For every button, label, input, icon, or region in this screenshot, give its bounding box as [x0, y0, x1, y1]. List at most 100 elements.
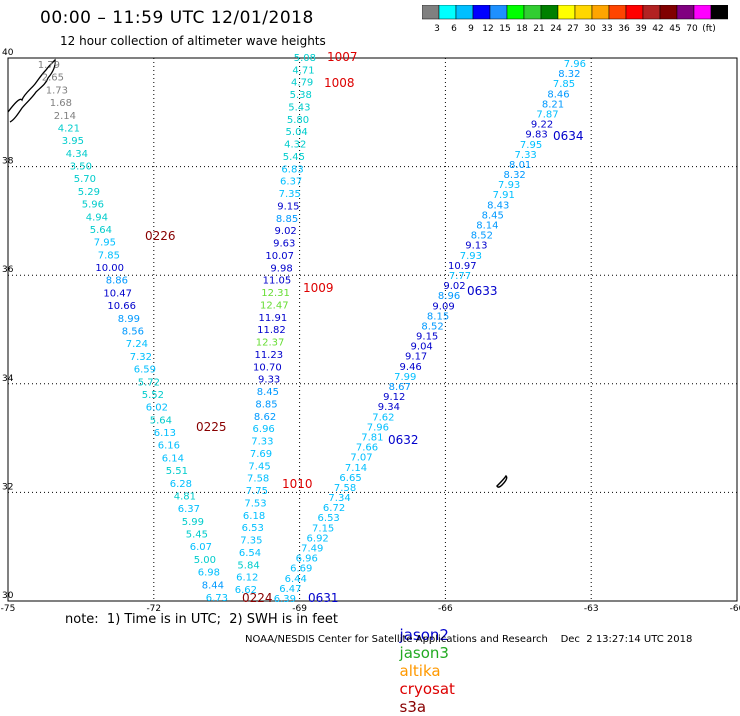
swh-value-track-1007: 12.47: [260, 300, 289, 311]
swh-value-track-0631: 8.14: [476, 221, 498, 232]
swh-value-track-1007: 4.32: [284, 140, 306, 151]
swh-value-track-0226: 6.73: [206, 593, 228, 604]
swh-value-track-0226: 6.28: [170, 479, 192, 490]
swh-value-track-0631: 6.39: [274, 594, 296, 605]
color-scale-label: 70: [686, 24, 698, 34]
swh-value-track-1007: 9.15: [277, 202, 299, 213]
lon-tick-label: -69: [292, 604, 307, 614]
swh-value-track-0631: 7.85: [553, 79, 575, 90]
swh-value-track-1007: 10.07: [265, 251, 294, 262]
swh-value-track-0226: 7.24: [126, 339, 148, 350]
color-scale-label: 24: [550, 24, 562, 34]
swh-value-track-0631: 8.45: [482, 210, 504, 221]
swh-value-track-0226: 8.99: [118, 314, 140, 325]
mission-s3a: s3a: [399, 698, 427, 716]
swh-value-track-0226: 6.59: [134, 365, 156, 376]
swh-value-track-0226: 10.66: [107, 301, 136, 312]
swh-value-track-0631: 7.33: [515, 150, 537, 161]
color-scale-label: 18: [516, 24, 528, 34]
swh-value-track-0226: 2.65: [42, 73, 64, 84]
swh-value-track-1007: 6.53: [242, 523, 264, 534]
swh-value-track-1007: 5.08: [294, 53, 316, 64]
swh-value-track-1007: 6.37: [280, 177, 302, 188]
mission-altika: altika: [399, 662, 441, 680]
swh-value-track-1007: 7.53: [244, 498, 266, 509]
swh-value-track-0226: 10.00: [95, 263, 124, 274]
swh-value-track-1007: 7.58: [247, 474, 269, 485]
swh-value-track-0631: 8.32: [558, 69, 580, 80]
swh-value-track-0631: 9.46: [400, 362, 422, 373]
track-label-0224: 0224: [242, 591, 273, 605]
swh-value-track-0226: 6.37: [178, 504, 200, 515]
track-label-1008: 1008: [324, 76, 355, 90]
swh-value-track-0631: 9.02: [443, 281, 465, 292]
swh-value-track-0631: 9.15: [416, 332, 438, 343]
swh-value-track-0631: 7.58: [334, 483, 356, 494]
swh-value-track-0631: 6.92: [307, 533, 329, 544]
swh-value-track-0631: 9.22: [531, 120, 553, 131]
color-scale-label: 42: [652, 24, 663, 34]
swh-value-track-1007: 7.35: [279, 189, 301, 200]
swh-value-track-1007: 5.38: [290, 90, 312, 101]
swh-value-track-0631: 8.21: [542, 99, 564, 110]
swh-value-track-0226: 5.45: [186, 530, 208, 541]
swh-value-track-0226: 5.29: [78, 187, 100, 198]
swh-value-track-1007: 12.37: [256, 338, 285, 349]
swh-value-track-0226: 1.73: [46, 85, 68, 96]
swh-value-track-0226: 4.21: [58, 124, 80, 135]
swh-value-track-0226: 7.32: [130, 352, 152, 363]
track-label-0225: 0225: [196, 420, 227, 434]
swh-value-track-1007: 11.23: [254, 350, 283, 361]
swh-value-track-1007: 8.85: [255, 399, 277, 410]
track-label-1007: 1007: [327, 50, 358, 64]
island-shape: [496, 474, 508, 488]
color-scale-label: (ft): [702, 24, 716, 34]
swh-value-track-0226: 6.07: [190, 542, 212, 553]
swh-value-track-0631: 7.14: [345, 463, 367, 474]
swh-value-track-0631: 7.91: [493, 190, 515, 201]
swh-value-track-0631: 6.47: [279, 584, 301, 595]
color-swatch: [710, 5, 728, 20]
swh-value-track-0631: 7.62: [372, 412, 394, 423]
lon-tick-label: -63: [584, 604, 599, 614]
swh-value-track-1007: 9.02: [275, 226, 297, 237]
track-label-0631: 0631: [308, 591, 339, 605]
lat-tick-label: 38: [2, 157, 14, 167]
swh-value-track-0226: 4.34: [66, 149, 88, 160]
swh-value-track-1007: 11.82: [257, 325, 286, 336]
swh-value-track-0631: 7.15: [312, 523, 334, 534]
swh-value-track-1007: 8.85: [276, 214, 298, 225]
swh-value-track-1007: 6.12: [236, 573, 258, 584]
color-scale-label: 15: [499, 24, 510, 34]
swh-value-track-1007: 7.35: [240, 536, 262, 547]
swh-value-track-1007: 6.62: [235, 585, 257, 596]
mission-legend: jason2 jason3 altika cryosat s3a: [390, 608, 465, 716]
swh-value-track-0631: 9.83: [525, 130, 547, 141]
lat-tick-label: 34: [2, 374, 14, 384]
color-scale-legend: 3 6 9 12 15 18 21 24 27 30 33 36 39 42 45 70 (ft): [422, 5, 728, 34]
lon-tick-label: -72: [146, 604, 161, 614]
track-label-1009: 1009: [303, 281, 334, 295]
swh-value-track-0631: 6.44: [285, 574, 307, 585]
swh-value-track-0631: 9.04: [411, 342, 433, 353]
swh-value-track-1007: 7.69: [250, 449, 272, 460]
lon-tick-label: -66: [438, 604, 453, 614]
swh-value-track-0226: 5.64: [90, 225, 112, 236]
swh-value-track-0631: 8.96: [438, 291, 460, 302]
wave-height-values: 1.79 2.651.73 1.68 2.14 4.213.95 4.34 3.505.70…: [38, 53, 586, 605]
swh-value-track-0226: 3.95: [62, 136, 84, 147]
swh-value-track-0226: 4.94: [86, 212, 108, 223]
swh-value-track-1007: 5.80: [287, 115, 309, 126]
swh-value-track-1007: 11.91: [259, 313, 288, 324]
swh-value-track-1007: 6.96: [253, 424, 275, 435]
swh-value-track-0631: 8.52: [421, 322, 443, 333]
swh-value-track-0631: 6.65: [339, 473, 361, 484]
track-label-0226: 0226: [145, 229, 176, 243]
color-scale-label: 9: [468, 24, 474, 34]
color-scale-label: 12: [482, 24, 493, 34]
swh-value-track-1007: 12.31: [261, 288, 290, 299]
mission-cryosat: cryosat: [399, 680, 455, 698]
swh-value-track-0226: 8.44: [202, 580, 224, 591]
swh-value-track-1007: 10.70: [253, 362, 282, 373]
map-frame: [7, 57, 738, 602]
